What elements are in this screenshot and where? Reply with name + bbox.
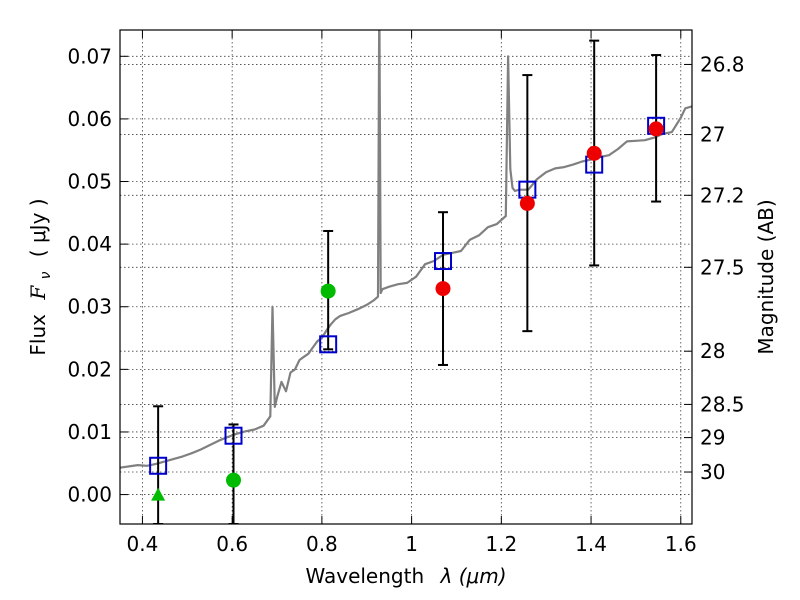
- x-tick-label: 1.6: [665, 532, 697, 556]
- plot-area: [120, 30, 692, 524]
- y2-tick-label: 28.5: [700, 392, 745, 416]
- y-axis-title-text: Flux: [26, 314, 50, 356]
- y2-tick-label: 27.2: [700, 183, 745, 207]
- y-tick-label: 0.06: [67, 107, 112, 131]
- model-square-marker: [434, 252, 453, 271]
- observed-circle-marker: [586, 145, 602, 161]
- x-axis-title-math: λ (μm): [440, 564, 507, 588]
- y-tick-label: 0.07: [67, 44, 112, 68]
- y2-axis-title: Magnitude (AB): [754, 199, 778, 354]
- y2-tick-label: 30: [700, 460, 725, 484]
- x-tick-label: 1: [405, 532, 418, 556]
- upper-limit-triangle-marker: [151, 487, 166, 501]
- x-axis-title-text: Wavelength: [305, 564, 424, 588]
- observed-circle-marker: [519, 195, 535, 211]
- x-tick-label: 0.6: [216, 532, 248, 556]
- grid: [120, 30, 692, 524]
- x-axis-title: Wavelength λ (μm): [305, 564, 506, 588]
- y-tick-label: 0.03: [67, 295, 112, 319]
- y-axis-title: Flux F ν ( μJy ): [26, 198, 55, 355]
- y-axis-title-symbol: F: [26, 285, 50, 301]
- x-tick-label: 1.2: [485, 532, 517, 556]
- plot-frame: [119, 29, 693, 525]
- y-tick-label: 0.01: [67, 420, 112, 444]
- model-square-marker: [224, 426, 243, 445]
- x-tick-label: 0.4: [127, 532, 159, 556]
- ground-circle-marker: [320, 283, 336, 299]
- y-tick-label: 0.02: [67, 357, 112, 381]
- y-tick-label: 0.00: [67, 483, 112, 507]
- observed-circle-marker: [648, 121, 664, 137]
- y-tick-label: 0.04: [67, 232, 112, 256]
- y-axis-title-unit: ( μJy ): [26, 198, 50, 257]
- model-square-marker: [319, 335, 338, 354]
- model-square-marker: [149, 456, 168, 475]
- axis-ticks: 0.4 0.6 0.8 1 1.2 1.4 1.6 0.00 0.01 0.02 0.03 0.04 0…: [67, 30, 745, 556]
- spectrum-line: [120, 30, 692, 469]
- observed-circle-marker: [435, 281, 451, 297]
- x-tick-label: 0.8: [306, 532, 338, 556]
- y2-tick-label: 29: [700, 426, 725, 450]
- y-axis-title-subscript: ν: [38, 271, 54, 279]
- y-tick-label: 0.05: [67, 170, 112, 194]
- y2-tick-label: 27.5: [700, 255, 745, 279]
- x-tick-label: 1.4: [575, 532, 607, 556]
- y2-tick-label: 27: [700, 123, 725, 147]
- ground-circle-marker: [226, 472, 242, 488]
- y2-tick-label: 28: [700, 339, 725, 363]
- y2-tick-label: 26.8: [700, 52, 745, 76]
